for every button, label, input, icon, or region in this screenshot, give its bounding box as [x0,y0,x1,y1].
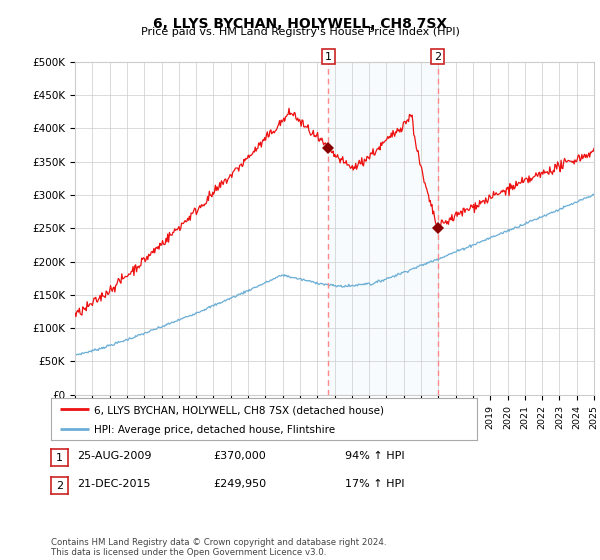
Text: 2: 2 [56,480,63,491]
Text: 25-AUG-2009: 25-AUG-2009 [77,451,151,461]
Text: 1: 1 [325,52,332,62]
Text: 6, LLYS BYCHAN, HOLYWELL, CH8 7SX (detached house): 6, LLYS BYCHAN, HOLYWELL, CH8 7SX (detac… [94,405,383,415]
Text: 6, LLYS BYCHAN, HOLYWELL, CH8 7SX: 6, LLYS BYCHAN, HOLYWELL, CH8 7SX [153,17,447,31]
Text: Price paid vs. HM Land Registry's House Price Index (HPI): Price paid vs. HM Land Registry's House … [140,27,460,37]
Text: 94% ↑ HPI: 94% ↑ HPI [345,451,404,461]
Text: 17% ↑ HPI: 17% ↑ HPI [345,479,404,489]
Text: Contains HM Land Registry data © Crown copyright and database right 2024.
This d: Contains HM Land Registry data © Crown c… [51,538,386,557]
Text: £370,000: £370,000 [213,451,266,461]
Text: 1: 1 [56,452,63,463]
Text: HPI: Average price, detached house, Flintshire: HPI: Average price, detached house, Flin… [94,426,335,435]
Text: 2: 2 [434,52,442,62]
Text: 21-DEC-2015: 21-DEC-2015 [77,479,151,489]
Bar [328,62,438,395]
Text: £249,950: £249,950 [213,479,266,489]
